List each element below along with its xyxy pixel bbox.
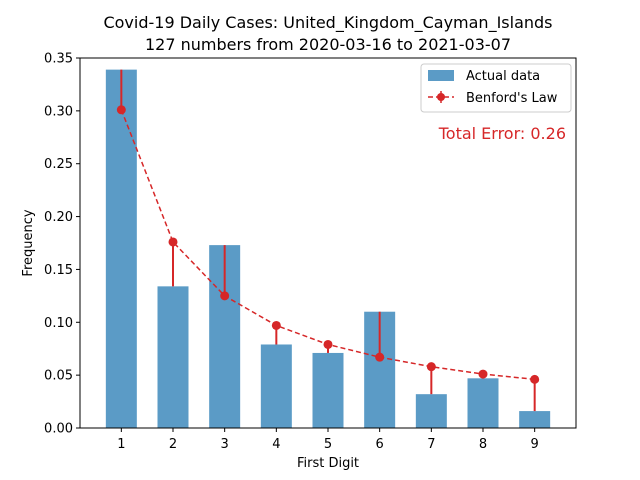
legend-label-actual: Actual data: [466, 69, 540, 84]
benford-point-digit-9: [530, 374, 540, 384]
benford-point-digit-5: [323, 339, 333, 349]
x-tick-label: 2: [169, 437, 177, 452]
x-tick-label: 3: [221, 437, 229, 452]
y-axis-label: Frequency: [21, 209, 36, 276]
bar-digit-8: [467, 378, 499, 428]
legend-swatch-actual: [428, 70, 454, 81]
y-tick-label: 0.05: [44, 369, 73, 384]
y-tick-label: 0.35: [44, 52, 73, 67]
benford-point-digit-8: [478, 369, 488, 379]
bar-digit-4: [260, 344, 292, 428]
bar-digit-2: [157, 286, 189, 428]
y-tick-label: 0.25: [44, 157, 73, 172]
bar-digit-1: [105, 69, 137, 428]
y-tick-label: 0.10: [44, 316, 73, 331]
x-axis: 1 2 3 4 5 6 7 8 9: [117, 428, 539, 452]
benford-series: [116, 105, 540, 384]
y-tick-label: 0.00: [44, 422, 73, 437]
bar-digit-9: [519, 411, 551, 428]
x-tick-label: 5: [324, 437, 332, 452]
chart-title-line2: 127 numbers from 2020-03-16 to 2021-03-0…: [145, 35, 511, 54]
legend-swatch-benford-marker: [437, 93, 445, 101]
chart-title-line1: Covid-19 Daily Cases: United_Kingdom_Cay…: [103, 13, 552, 33]
x-tick-label: 9: [531, 437, 539, 452]
benford-point-digit-7: [426, 362, 436, 372]
y-tick-label: 0.20: [44, 210, 73, 225]
benford-point-digit-6: [375, 352, 385, 362]
benford-point-digit-3: [220, 291, 230, 301]
x-tick-label: 1: [117, 437, 125, 452]
legend-box: [420, 63, 572, 113]
benford-point-digit-1: [116, 105, 126, 115]
x-tick-label: 7: [427, 437, 435, 452]
bar-series: [105, 69, 551, 428]
x-axis-label: First Digit: [297, 456, 359, 471]
legend-label-benford: Benford's Law: [466, 91, 558, 106]
y-tick-label: 0.15: [44, 263, 73, 278]
total-error-annotation: Total Error: 0.26: [438, 124, 566, 143]
benford-point-digit-2: [168, 237, 178, 247]
y-tick-label: 0.30: [44, 104, 73, 119]
y-axis: 0.00 0.05 0.10 0.15 0.20 0.25 0.30 0.35: [44, 52, 80, 437]
legend: Actual data Benford's Law: [420, 63, 572, 113]
x-tick-label: 8: [479, 437, 487, 452]
bar-digit-7: [415, 394, 447, 428]
bar-digit-5: [312, 352, 344, 428]
x-tick-label: 6: [376, 437, 384, 452]
x-tick-label: 4: [272, 437, 280, 452]
benford-point-digit-4: [271, 320, 281, 330]
